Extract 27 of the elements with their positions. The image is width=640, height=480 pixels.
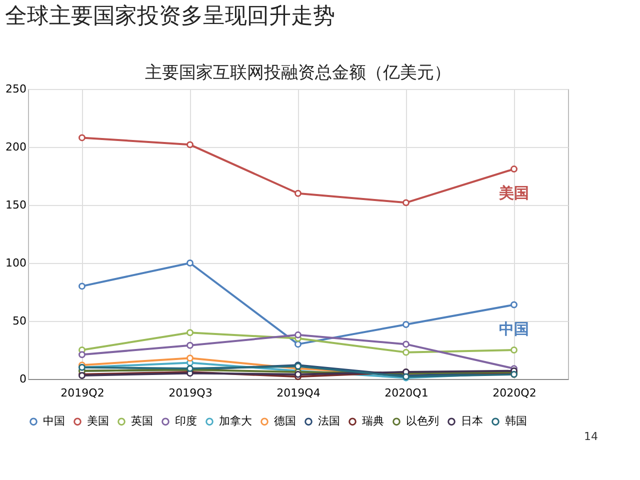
legend-label: 加拿大 bbox=[219, 414, 252, 428]
x-tick-label: 2019Q2 bbox=[60, 386, 104, 400]
chart-subtitle: 主要国家互联网投融资总金额（亿美元） bbox=[145, 63, 451, 83]
annotation: 中国 bbox=[499, 320, 529, 338]
y-tick-label: 200 bbox=[6, 140, 26, 154]
annotation: 美国 bbox=[498, 184, 529, 202]
legend-label: 日本 bbox=[461, 414, 483, 428]
legend-label: 韩国 bbox=[505, 414, 527, 428]
y-tick-label: 100 bbox=[6, 256, 26, 270]
legend-label: 法国 bbox=[318, 414, 340, 428]
legend-label: 瑞典 bbox=[362, 414, 384, 428]
legend-label: 美国 bbox=[87, 414, 109, 428]
y-tick-label: 0 bbox=[20, 372, 26, 386]
y-tick-label: 150 bbox=[6, 198, 26, 212]
x-tick-label: 2020Q1 bbox=[384, 386, 428, 400]
legend-label: 英国 bbox=[131, 414, 153, 428]
text: 14 bbox=[584, 430, 598, 443]
legend-label: 中国 bbox=[43, 414, 65, 428]
y-tick-label: 250 bbox=[6, 82, 26, 96]
legend-label: 德国 bbox=[274, 414, 296, 428]
chart-title: 全球主要国家投资多呈现回升走势 bbox=[5, 4, 336, 29]
legend-label: 以色列 bbox=[406, 414, 439, 428]
x-tick-label: 2019Q4 bbox=[276, 386, 320, 400]
legend-label: 印度 bbox=[175, 414, 197, 428]
y-tick-label: 50 bbox=[12, 314, 26, 328]
x-tick-label: 2019Q3 bbox=[168, 386, 212, 400]
x-tick-label: 2020Q2 bbox=[492, 386, 536, 400]
